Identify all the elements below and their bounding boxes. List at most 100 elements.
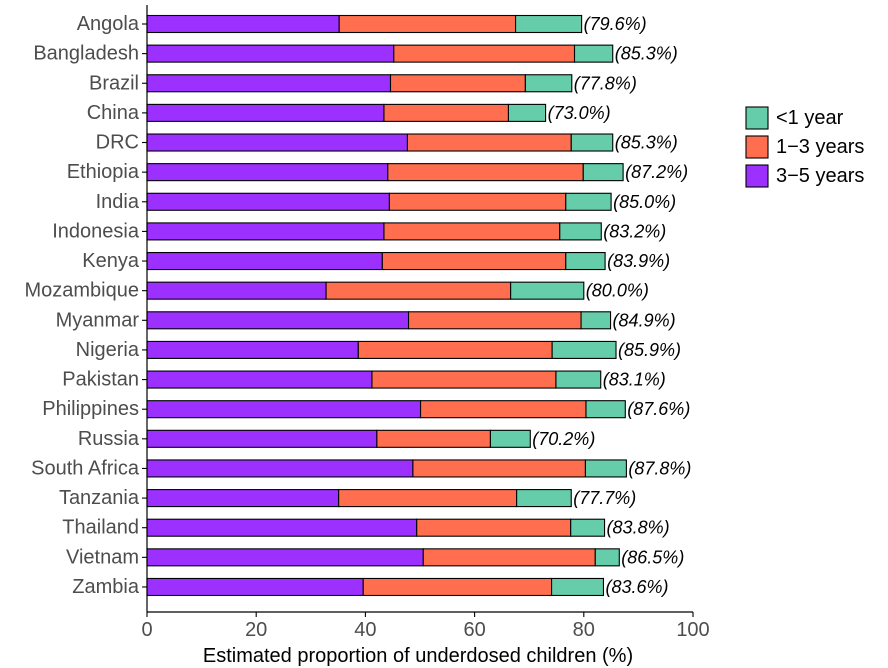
y-tick-label: Vietnam [66, 546, 139, 568]
axes: 0 20 40 60 80 100 [141, 5, 710, 641]
bar-pakistan-1-3-years [371, 370, 557, 389]
bar-bangladesh-1-3-years [393, 44, 576, 63]
bar-drc-1-year [570, 133, 614, 152]
bar-philippines-1-year [585, 400, 626, 419]
total-label: (85.0%) [613, 192, 676, 212]
bar-tanzania-1-3-years [338, 489, 518, 508]
bar-indonesia-1-3-years [383, 222, 561, 241]
x-tick-label: 40 [354, 619, 376, 641]
bar-vietnam-3-5-years [146, 548, 424, 567]
bar-zambia-1-year [551, 577, 605, 597]
bar-ethiopia-3-5-years [146, 163, 389, 182]
bar-bangladesh-1-year [573, 44, 614, 63]
bar-indonesia-3-5-years [146, 222, 385, 241]
bar-kenya-1-3-years [381, 251, 567, 271]
total-label: (77.7%) [573, 488, 636, 508]
x-axis-title: Estimated proportion of underdosed child… [203, 645, 633, 667]
x-tick-label: 80 [573, 619, 595, 641]
y-tick-label: Russia [78, 428, 140, 450]
bar-india-1-3-years [388, 192, 567, 211]
bar-kenya-1-year [565, 251, 606, 271]
bar-china-1-year [507, 103, 547, 122]
y-tick-label: Pakistan [62, 369, 139, 391]
bar-pakistan-3-5-years [146, 370, 373, 389]
bar-mozambique-3-5-years [146, 281, 327, 300]
bar-china-3-5-years [146, 103, 385, 122]
bar-russia-1-3-years [376, 429, 491, 448]
y-tick-label: DRC [96, 132, 139, 154]
total-label: (85.3%) [615, 44, 678, 64]
bar-india-3-5-years [146, 192, 390, 211]
bar-philippines-1-3-years [419, 400, 587, 419]
bar-brazil-3-5-years [146, 74, 392, 93]
bar-russia-3-5-years [146, 429, 378, 448]
legend-swatch-1-3-years [745, 135, 769, 159]
bar-vietnam-1-3-years [422, 548, 596, 567]
total-label: (83.9%) [607, 251, 670, 271]
y-tick-label: Kenya [82, 250, 140, 272]
y-tick-label: Indonesia [52, 220, 140, 242]
total-label: (83.2%) [603, 221, 666, 241]
bar-pakistan-1-year [555, 370, 602, 389]
total-label: (83.6%) [605, 577, 668, 597]
bar-brazil-1-3-years [389, 74, 526, 93]
bar-drc-3-5-years [146, 133, 408, 152]
y-tick-label: Zambia [72, 576, 140, 598]
bar-angola-3-5-years [146, 14, 340, 34]
total-labels: (79.6%)(85.3%)(77.8%)(73.0%)(85.3%)(87.2… [532, 14, 691, 597]
bar-south-africa-1-year [584, 459, 627, 478]
total-label: (87.6%) [627, 399, 690, 419]
total-label: (86.5%) [621, 547, 684, 567]
y-tick-label: Ethiopia [67, 161, 140, 183]
total-label: (83.8%) [607, 518, 670, 538]
bar-thailand-1-year [570, 518, 606, 537]
bars-layer [146, 14, 627, 597]
x-tick-label: 20 [245, 619, 267, 641]
bar-tanzania-1-year [516, 489, 572, 508]
y-tick-label: Bangladesh [33, 43, 139, 65]
category-labels: Angola Bangladesh Brazil China DRC Ethiopia In… [24, 13, 139, 598]
bar-tanzania-3-5-years [146, 489, 340, 508]
bar-india-1-year [565, 192, 612, 211]
y-tick-label: Philippines [42, 398, 139, 420]
x-tick-label: 0 [141, 619, 152, 641]
total-label: (85.3%) [615, 133, 678, 153]
y-tick-label: Tanzania [59, 487, 140, 509]
y-tick-label: India [96, 191, 140, 213]
y-tick-label: China [87, 102, 140, 124]
legend: <1 year 1−3 years 3−5 years [745, 106, 864, 188]
total-label: (70.2%) [532, 429, 595, 449]
bar-myanmar-1-3-years [407, 311, 582, 330]
x-tick-label: 100 [676, 619, 709, 641]
total-label: (80.0%) [586, 281, 649, 301]
bar-angola-1-3-years [338, 14, 517, 34]
bar-south-africa-1-3-years [412, 459, 586, 478]
bar-drc-1-3-years [406, 133, 572, 152]
bar-china-1-3-years [383, 103, 510, 122]
legend-label: 1−3 years [776, 136, 864, 158]
bar-ethiopia-1-year [582, 163, 624, 182]
bar-south-africa-3-5-years [146, 459, 414, 478]
total-label: (77.8%) [574, 73, 637, 93]
y-tick-label: South Africa [31, 457, 140, 479]
bar-mozambique-1-3-years [325, 281, 512, 300]
y-tick-label: Thailand [62, 517, 139, 539]
y-tick-label: Brazil [89, 72, 139, 94]
bar-russia-1-year [489, 429, 531, 448]
legend-label: 3−5 years [776, 165, 864, 187]
bar-vietnam-1-year [594, 548, 620, 567]
bar-kenya-3-5-years [146, 251, 383, 271]
total-label: (85.9%) [618, 340, 681, 360]
bar-thailand-1-3-years [416, 518, 572, 537]
bar-nigeria-1-3-years [357, 340, 553, 359]
total-label: (87.8%) [628, 458, 691, 478]
y-tick-label: Myanmar [56, 309, 140, 331]
y-tick-label: Mozambique [24, 280, 139, 302]
bar-nigeria-1-year [551, 340, 617, 359]
y-tick-label: Angola [77, 13, 140, 35]
bar-zambia-3-5-years [146, 577, 364, 597]
bar-brazil-1-year [524, 74, 573, 93]
total-label: (79.6%) [584, 14, 647, 34]
legend-swatch-3-5-years [745, 164, 769, 188]
